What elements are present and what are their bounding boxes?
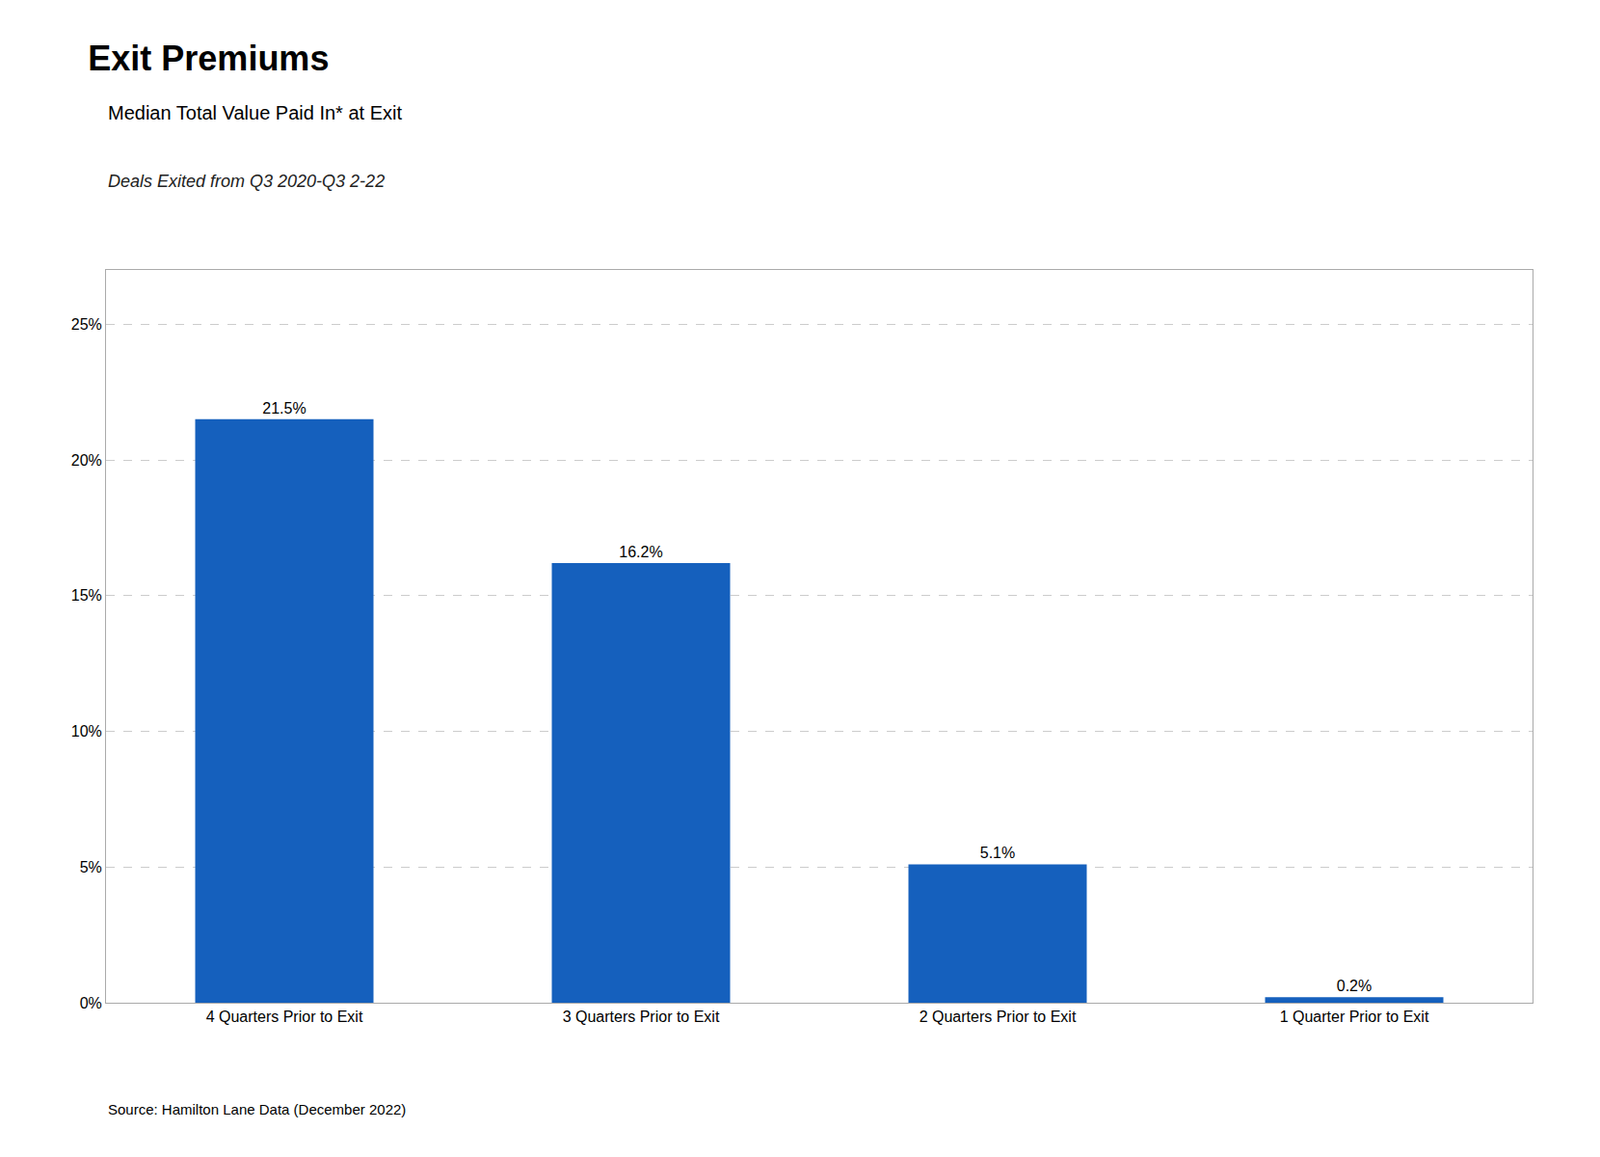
svg-text:Median Total Value Paid In* at: Median Total Value Paid In* at Exit: [107, 102, 402, 124]
svg-text:20%: 20%: [71, 452, 103, 469]
svg-text:2 Quarters Prior to Exit: 2 Quarters Prior to Exit: [919, 1008, 1077, 1025]
svg-text:5%: 5%: [80, 858, 103, 876]
svg-text:Deals Exited from Q3 2020-Q3 2: Deals Exited from Q3 2020-Q3 2-22: [107, 171, 385, 191]
svg-text:Exit Premiums: Exit Premiums: [87, 38, 329, 79]
svg-text:1 Quarter Prior to Exit: 1 Quarter Prior to Exit: [1280, 1008, 1430, 1025]
svg-text:25%: 25%: [71, 316, 103, 333]
svg-text:10%: 10%: [71, 722, 103, 740]
svg-text:5.1%: 5.1%: [980, 844, 1015, 861]
svg-text:0.2%: 0.2%: [1336, 977, 1372, 994]
svg-text:4 Quarters Prior to Exit: 4 Quarters Prior to Exit: [206, 1008, 364, 1025]
svg-text:3 Quarters Prior to Exit: 3 Quarters Prior to Exit: [562, 1008, 720, 1025]
svg-text:Source: Hamilton Lane Data (De: Source: Hamilton Lane Data (December 202…: [107, 1100, 406, 1118]
svg-text:21.5%: 21.5%: [262, 400, 306, 417]
svg-text:15%: 15%: [71, 586, 103, 604]
svg-text:16.2%: 16.2%: [618, 543, 663, 560]
svg-text:0%: 0%: [80, 994, 103, 1012]
